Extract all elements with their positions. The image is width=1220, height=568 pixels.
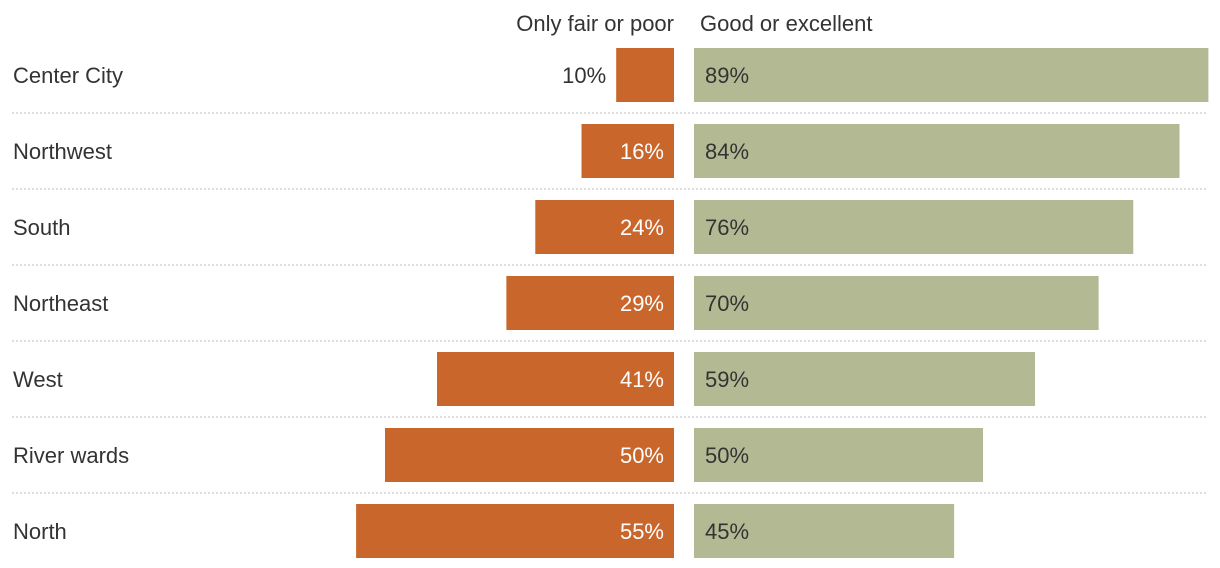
value-label-fair-poor: 10% bbox=[562, 63, 606, 88]
legend-label-good-excellent: Good or excellent bbox=[700, 11, 872, 36]
value-label-good-excellent: 45% bbox=[705, 519, 749, 544]
bar-fair-poor bbox=[437, 352, 674, 406]
value-label-good-excellent: 70% bbox=[705, 291, 749, 316]
bar-fair-poor bbox=[506, 276, 674, 330]
category-label: River wards bbox=[13, 443, 129, 468]
value-label-fair-poor: 41% bbox=[620, 367, 664, 392]
chart-row: Center City 10% 89% bbox=[12, 48, 1209, 114]
bar-fair-poor bbox=[385, 428, 674, 482]
chart-row: Northwest 16% 84% bbox=[12, 124, 1208, 190]
category-label: South bbox=[13, 215, 71, 240]
bar-good-excellent bbox=[694, 504, 955, 558]
bar-good-excellent bbox=[694, 48, 1209, 102]
value-label-good-excellent: 84% bbox=[705, 139, 749, 164]
category-label: West bbox=[13, 367, 63, 392]
chart-row: North 55% 45% bbox=[13, 504, 955, 558]
bar-fair-poor bbox=[616, 48, 674, 102]
value-label-good-excellent: 76% bbox=[705, 215, 749, 240]
value-label-fair-poor: 50% bbox=[620, 443, 664, 468]
chart-row: River wards 50% 50% bbox=[12, 428, 1208, 494]
bar-good-excellent bbox=[694, 124, 1180, 178]
chart-row: South 24% 76% bbox=[12, 200, 1208, 266]
value-label-good-excellent: 89% bbox=[705, 63, 749, 88]
value-label-fair-poor: 16% bbox=[620, 139, 664, 164]
value-label-fair-poor: 55% bbox=[620, 519, 664, 544]
value-label-fair-poor: 29% bbox=[620, 291, 664, 316]
category-label: Northwest bbox=[13, 139, 112, 164]
bar-good-excellent bbox=[694, 352, 1036, 406]
bar-good-excellent bbox=[694, 428, 983, 482]
legend-label-fair-poor: Only fair or poor bbox=[516, 11, 674, 36]
bar-fair-poor bbox=[581, 124, 674, 178]
bar-fair-poor bbox=[535, 200, 674, 254]
chart-row: West 41% 59% bbox=[12, 352, 1208, 418]
value-label-good-excellent: 50% bbox=[705, 443, 749, 468]
chart-rows: Center City 10% 89% Northwest 16% 84% South 24%… bbox=[12, 48, 1209, 558]
category-label: Northeast bbox=[13, 291, 108, 316]
category-label: North bbox=[13, 519, 67, 544]
value-label-fair-poor: 24% bbox=[620, 215, 664, 240]
category-label: Center City bbox=[13, 63, 123, 88]
bar-fair-poor bbox=[356, 504, 674, 558]
bar-good-excellent bbox=[694, 276, 1099, 330]
chart-row: Northeast 29% 70% bbox=[12, 276, 1208, 342]
value-label-good-excellent: 59% bbox=[705, 367, 749, 392]
bar-good-excellent bbox=[694, 200, 1134, 254]
